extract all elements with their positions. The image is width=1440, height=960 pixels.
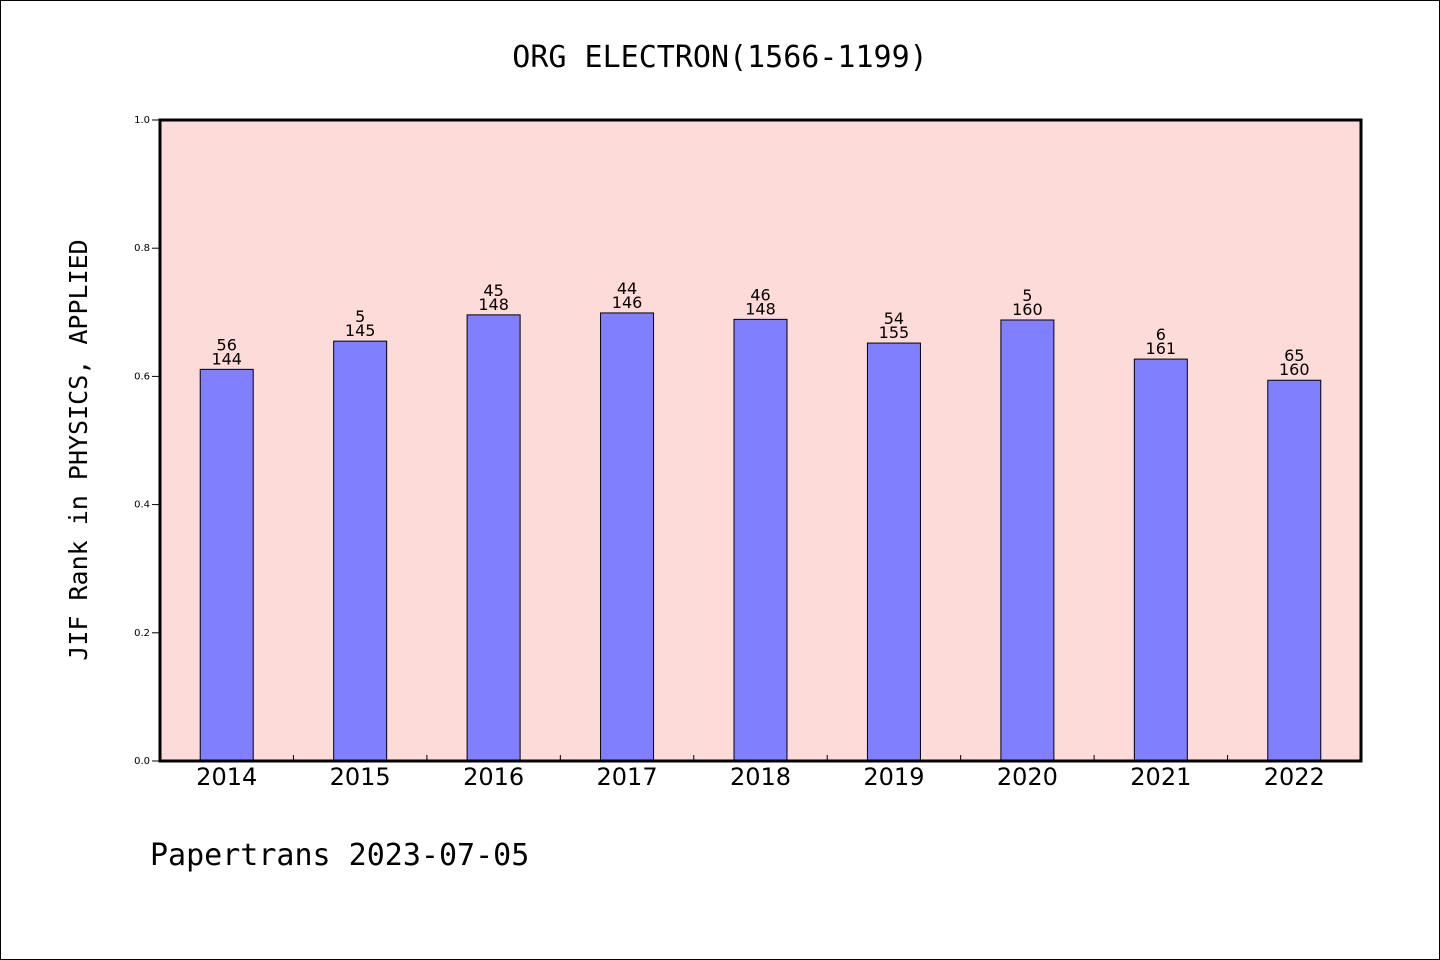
x-tick-label: 2019 <box>863 763 924 791</box>
bar-total-label: 144 <box>211 349 242 368</box>
x-tick-label: 2015 <box>330 763 391 791</box>
bar-rank-label: 46 <box>750 285 770 304</box>
bar-2020 <box>1000 319 1055 762</box>
bar-total-label: 148 <box>478 295 509 314</box>
x-tick-label: 2014 <box>196 763 257 791</box>
bar-rank-label: 65 <box>1284 346 1304 365</box>
x-tick-label: 2021 <box>1130 763 1191 791</box>
bar-total-label: 146 <box>612 293 643 312</box>
bar-rank-label: 6 <box>1156 325 1166 344</box>
bar-rank-label: 54 <box>884 309 904 328</box>
bar-rank-label: 5 <box>355 307 365 326</box>
y-axis: 0.0 0.2 0.4 0.6 0.8 1.0 <box>134 115 160 767</box>
bar-total-label: 160 <box>1279 360 1310 379</box>
bar-total-label: 161 <box>1146 339 1177 358</box>
y-axis-label: JIF Rank in PHYSICS, APPLIED <box>64 239 93 660</box>
chart-title: ORG ELECTRON(1566-1199) <box>512 40 927 75</box>
x-tick-label: 2018 <box>730 763 791 791</box>
x-tick-label: 2017 <box>597 763 658 791</box>
x-axis: 2014 2015 2016 2017 2018 2019 2020 2021 2022 <box>196 755 1325 791</box>
footer-credit: Papertrans 2023-07-05 <box>150 838 529 873</box>
bar-total-label: 148 <box>745 299 776 318</box>
x-tick-label: 2020 <box>997 763 1058 791</box>
y-tick-label: 1.0 <box>134 115 150 126</box>
bar-2021 <box>1133 358 1188 762</box>
plot-frame <box>158 118 1363 763</box>
bar-total-label: 145 <box>345 321 376 340</box>
x-tick-label: 2022 <box>1264 763 1325 791</box>
bar-2014 <box>199 368 254 762</box>
bar-total-label: 155 <box>879 323 910 342</box>
y-tick-label: 0.2 <box>134 628 150 639</box>
y-tick-label: 0.4 <box>134 500 150 511</box>
bar-total-label: 160 <box>1012 300 1043 319</box>
bar-2019 <box>866 342 921 762</box>
x-tick-label: 2016 <box>463 763 524 791</box>
y-tick-label: 0.8 <box>134 243 150 254</box>
bar-2017 <box>600 312 655 762</box>
bar-rank-label: 44 <box>617 279 637 298</box>
y-tick-label: 0.6 <box>134 371 150 382</box>
bar-2018 <box>733 318 788 762</box>
bar-2015 <box>333 340 388 762</box>
bar-rank-label: 45 <box>483 281 503 300</box>
bar-2022 <box>1267 379 1322 762</box>
y-tick-label: 0.0 <box>134 756 150 767</box>
bar-2016 <box>466 314 521 762</box>
bar-rank-label: 56 <box>217 335 237 354</box>
bar-rank-label: 5 <box>1022 286 1032 305</box>
